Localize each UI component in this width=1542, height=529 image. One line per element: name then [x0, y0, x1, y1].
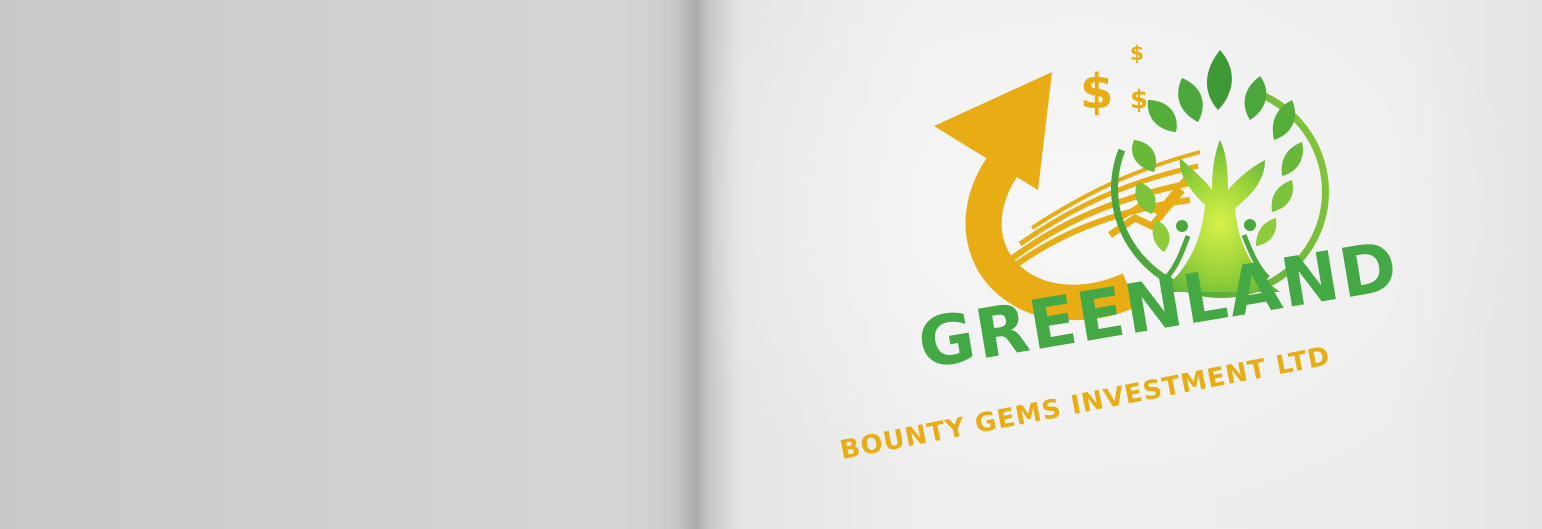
- tree-icon: [1110, 50, 1330, 299]
- dollar-sign-small: $: [1130, 41, 1144, 65]
- right-panel: [712, 0, 1542, 529]
- dollar-sign-icon: $ $ $: [1080, 41, 1148, 120]
- dollar-sign-medium: $: [1130, 85, 1148, 115]
- logo-graphic: $ $ $: [934, 41, 1330, 320]
- dollar-sign-large: $: [1080, 64, 1113, 120]
